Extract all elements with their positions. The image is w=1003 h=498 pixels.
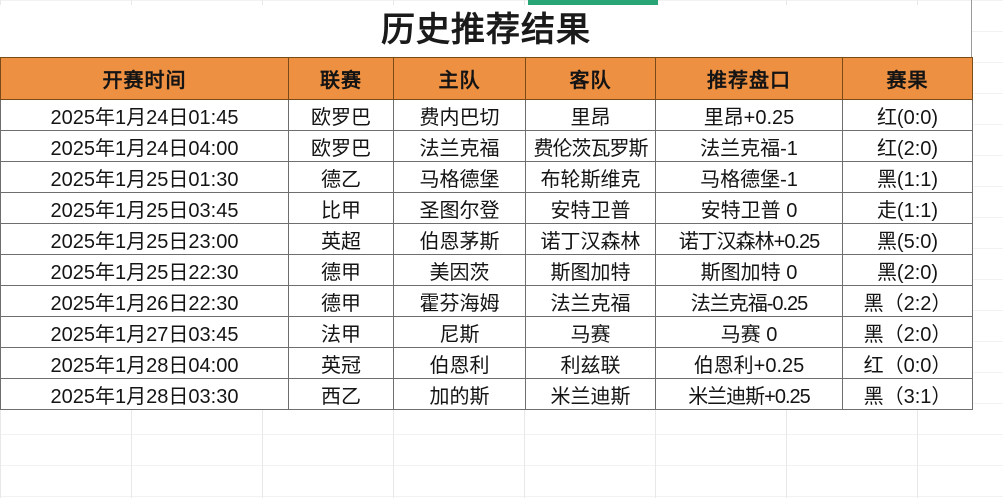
cell-result: 黑（2:2） xyxy=(842,285,973,317)
cell-away-team: 斯图加特 xyxy=(525,254,656,286)
table-row[interactable]: 2025年1月25日23:00 英超 伯恩茅斯 诺丁汉森林 诺丁汉森林+0.25 黑(5:… xyxy=(0,223,973,255)
cell-result: 黑(2:0) xyxy=(842,254,973,286)
page-title: 历史推荐结果 xyxy=(381,11,591,49)
cell-result: 黑（3:1） xyxy=(842,378,973,410)
cell-league: 德甲 xyxy=(288,285,394,317)
cell-league: 英冠 xyxy=(288,347,394,379)
cell-match-time: 2025年1月25日01:30 xyxy=(0,161,289,193)
cell-result: 黑（2:0） xyxy=(842,316,973,348)
cell-league: 欧罗巴 xyxy=(288,130,394,162)
cell-handicap: 安特卫普 0 xyxy=(655,192,843,224)
cell-handicap: 斯图加特 0 xyxy=(655,254,843,286)
green-accent-bar xyxy=(528,0,658,5)
table-header-row: 开赛时间 联赛 主队 客队 推荐盘口 赛果 xyxy=(0,57,973,100)
cell-match-time: 2025年1月24日04:00 xyxy=(0,130,289,162)
cell-home-team: 美因茨 xyxy=(393,254,526,286)
cell-match-time: 2025年1月28日03:30 xyxy=(0,378,289,410)
cell-away-team: 里昂 xyxy=(525,99,656,131)
table-row[interactable]: 2025年1月25日22:30 德甲 美因茨 斯图加特 斯图加特 0 黑(2:0) xyxy=(0,254,973,286)
cell-result: 黑(5:0) xyxy=(842,223,973,255)
cell-home-team: 霍芬海姆 xyxy=(393,285,526,317)
cell-result: 红(2:0) xyxy=(842,130,973,162)
table-row[interactable]: 2025年1月25日03:45 比甲 圣图尔登 安特卫普 安特卫普 0 走(1:1) xyxy=(0,192,973,224)
cell-handicap: 马赛 0 xyxy=(655,316,843,348)
title-band: 历史推荐结果 xyxy=(0,5,972,57)
column-header-home-team[interactable]: 主队 xyxy=(393,57,526,100)
cell-result: 红（0:0） xyxy=(842,347,973,379)
cell-home-team: 费内巴切 xyxy=(393,99,526,131)
column-header-handicap[interactable]: 推荐盘口 xyxy=(655,57,843,100)
table-row[interactable]: 2025年1月24日01:45 欧罗巴 费内巴切 里昂 里昂+0.25 红(0:0) xyxy=(0,99,973,131)
cell-result: 黑(1:1) xyxy=(842,161,973,193)
cell-home-team: 伯恩茅斯 xyxy=(393,223,526,255)
cell-home-team: 尼斯 xyxy=(393,316,526,348)
cell-home-team: 马格德堡 xyxy=(393,161,526,193)
cell-league: 西乙 xyxy=(288,378,394,410)
cell-match-time: 2025年1月25日23:00 xyxy=(0,223,289,255)
column-header-match-time[interactable]: 开赛时间 xyxy=(0,57,289,100)
cell-handicap: 伯恩利+0.25 xyxy=(655,347,843,379)
cell-away-team: 米兰迪斯 xyxy=(525,378,656,410)
cell-match-time: 2025年1月25日03:45 xyxy=(0,192,289,224)
cell-handicap: 里昂+0.25 xyxy=(655,99,843,131)
cell-away-team: 马赛 xyxy=(525,316,656,348)
cell-away-team: 布轮斯维克 xyxy=(525,161,656,193)
cell-home-team: 圣图尔登 xyxy=(393,192,526,224)
cell-handicap: 米兰迪斯+0.25 xyxy=(655,378,843,410)
cell-home-team: 伯恩利 xyxy=(393,347,526,379)
column-header-away-team[interactable]: 客队 xyxy=(525,57,656,100)
empty-sheet-rows xyxy=(0,410,1003,498)
cell-away-team: 费伦茨瓦罗斯 xyxy=(525,130,656,162)
cell-league: 比甲 xyxy=(288,192,394,224)
table-body: 2025年1月24日01:45 欧罗巴 费内巴切 里昂 里昂+0.25 红(0:0) 202… xyxy=(0,99,973,410)
cell-result: 红(0:0) xyxy=(842,99,973,131)
cell-match-time: 2025年1月26日22:30 xyxy=(0,285,289,317)
cell-away-team: 安特卫普 xyxy=(525,192,656,224)
table-row[interactable]: 2025年1月28日03:30 西乙 加的斯 米兰迪斯 米兰迪斯+0.25 黑（3:1） xyxy=(0,378,973,410)
cell-handicap: 马格德堡-1 xyxy=(655,161,843,193)
cell-home-team: 加的斯 xyxy=(393,378,526,410)
history-recommendation-table: 开赛时间 联赛 主队 客队 推荐盘口 赛果 2025年1月24日01:45 欧罗巴… xyxy=(0,57,973,410)
cell-away-team: 诺丁汉森林 xyxy=(525,223,656,255)
table-row[interactable]: 2025年1月28日04:00 英冠 伯恩利 利兹联 伯恩利+0.25 红（0:0） xyxy=(0,347,973,379)
cell-match-time: 2025年1月25日22:30 xyxy=(0,254,289,286)
cell-league: 德乙 xyxy=(288,161,394,193)
cell-league: 德甲 xyxy=(288,254,394,286)
cell-match-time: 2025年1月27日03:45 xyxy=(0,316,289,348)
cell-match-time: 2025年1月24日01:45 xyxy=(0,99,289,131)
cell-handicap: 诺丁汉森林+0.25 xyxy=(655,223,843,255)
cell-league: 欧罗巴 xyxy=(288,99,394,131)
table-row[interactable]: 2025年1月25日01:30 德乙 马格德堡 布轮斯维克 马格德堡-1 黑(1:1) xyxy=(0,161,973,193)
column-header-result[interactable]: 赛果 xyxy=(842,57,973,100)
cell-handicap: 法兰克福-0.25 xyxy=(655,285,843,317)
column-header-league[interactable]: 联赛 xyxy=(288,57,394,100)
cell-result: 走(1:1) xyxy=(842,192,973,224)
cell-handicap: 法兰克福-1 xyxy=(655,130,843,162)
cell-league: 英超 xyxy=(288,223,394,255)
table-row[interactable]: 2025年1月27日03:45 法甲 尼斯 马赛 马赛 0 黑（2:0） xyxy=(0,316,973,348)
cell-away-team: 法兰克福 xyxy=(525,285,656,317)
cell-league: 法甲 xyxy=(288,316,394,348)
cell-home-team: 法兰克福 xyxy=(393,130,526,162)
cell-away-team: 利兹联 xyxy=(525,347,656,379)
table-row[interactable]: 2025年1月24日04:00 欧罗巴 法兰克福 费伦茨瓦罗斯 法兰克福-1 红(2:0) xyxy=(0,130,973,162)
table-row[interactable]: 2025年1月26日22:30 德甲 霍芬海姆 法兰克福 法兰克福-0.25 黑（2:2） xyxy=(0,285,973,317)
cell-match-time: 2025年1月28日04:00 xyxy=(0,347,289,379)
